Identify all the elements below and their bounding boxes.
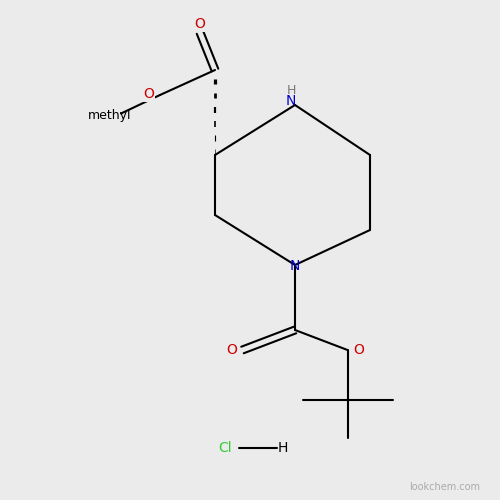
Text: N: N — [286, 94, 296, 108]
Text: O: O — [353, 343, 364, 357]
Text: O: O — [194, 17, 205, 31]
Text: methyl: methyl — [88, 108, 132, 122]
Text: N: N — [290, 260, 300, 274]
Text: H: H — [278, 440, 287, 454]
Text: O: O — [144, 87, 154, 101]
Text: lookchem.com: lookchem.com — [409, 482, 480, 492]
Text: Cl: Cl — [218, 440, 232, 454]
Text: H: H — [286, 84, 296, 98]
Text: O: O — [226, 343, 237, 357]
